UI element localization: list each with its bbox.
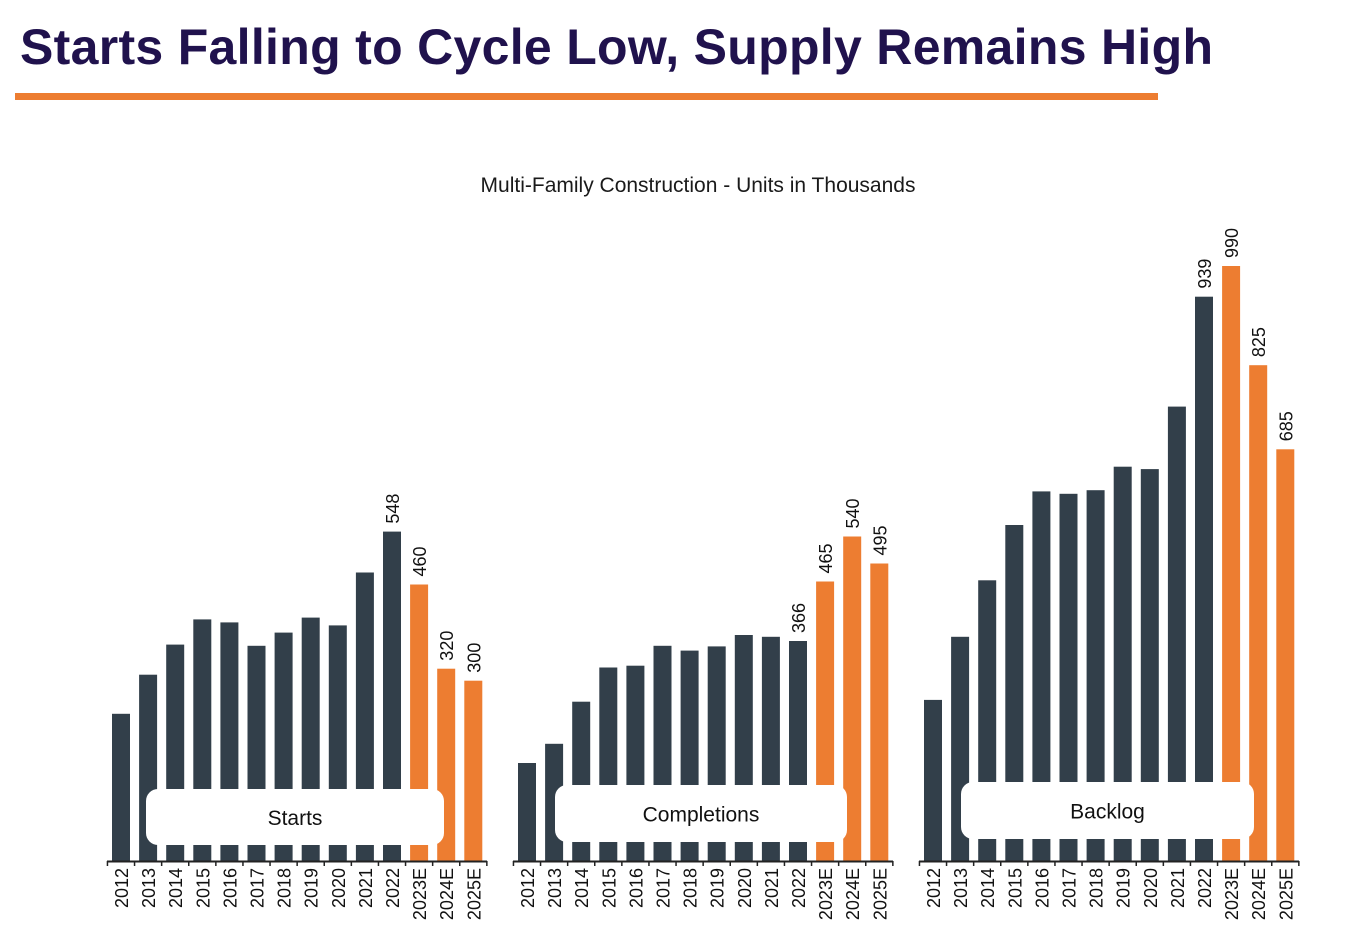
x-tick-label: 2024E bbox=[437, 868, 457, 920]
data-label: 548 bbox=[383, 494, 403, 524]
series-group-starts: 548 460 320 300 2012 2013 2014 2015 2016 2017 2018… bbox=[106, 494, 488, 920]
x-tick-label: 2016 bbox=[626, 868, 646, 908]
group-label: Completions bbox=[643, 804, 760, 827]
bar bbox=[870, 563, 889, 861]
bar bbox=[924, 699, 942, 861]
data-label: 465 bbox=[816, 543, 836, 573]
data-label: 300 bbox=[464, 643, 484, 673]
x-tick-label: 2017 bbox=[248, 868, 268, 908]
series-group-completions: 366 465 540 495 2012 2013 2014 2015 2016 2017 2018… bbox=[512, 498, 894, 920]
x-tick-label: 2025E bbox=[870, 868, 890, 920]
x-tick-label: 2023E bbox=[410, 868, 430, 920]
x-tick-label: 2024E bbox=[843, 868, 863, 920]
series-group-backlog: 939 990 825 685 2012 2013 2014 2015 2016 2017 2018… bbox=[918, 228, 1300, 920]
data-label: 495 bbox=[870, 525, 890, 555]
x-tick-label: 2012 bbox=[112, 868, 132, 908]
bar bbox=[1276, 449, 1295, 861]
bar bbox=[1167, 406, 1186, 861]
page-title: Starts Falling to Cycle Low, Supply Rema… bbox=[20, 19, 1214, 75]
x-tick-label: 2020 bbox=[1141, 868, 1161, 908]
x-tick-label: 2016 bbox=[220, 868, 240, 908]
bar bbox=[1249, 365, 1268, 861]
title-underline bbox=[15, 93, 1158, 100]
data-label: 990 bbox=[1222, 228, 1242, 258]
x-tick-label: 2021 bbox=[356, 868, 376, 908]
x-tick-label: 2022 bbox=[383, 868, 403, 908]
x-tick-label: 2013 bbox=[545, 868, 565, 908]
x-tick-label: 2017 bbox=[654, 868, 674, 908]
data-label: 540 bbox=[843, 498, 863, 528]
x-tick-label: 2025E bbox=[464, 868, 484, 920]
x-tick-label: 2021 bbox=[762, 868, 782, 908]
group-label: Backlog bbox=[1070, 801, 1145, 824]
x-tick-label: 2025E bbox=[1276, 868, 1296, 920]
chart-title: Multi-Family Construction - Units in Tho… bbox=[480, 174, 916, 197]
x-tick-label: 2022 bbox=[789, 868, 809, 908]
bar bbox=[112, 713, 130, 861]
data-label: 685 bbox=[1276, 411, 1296, 441]
bar bbox=[383, 531, 401, 861]
x-tick-label: 2012 bbox=[924, 868, 944, 908]
bar bbox=[843, 536, 862, 861]
bar bbox=[1222, 266, 1241, 861]
group-label: Starts bbox=[268, 807, 323, 830]
x-tick-label: 2020 bbox=[735, 868, 755, 908]
x-tick-label: 2015 bbox=[599, 868, 619, 908]
data-label: 460 bbox=[410, 546, 430, 576]
x-tick-label: 2018 bbox=[275, 868, 295, 908]
bar bbox=[1140, 469, 1159, 861]
bar bbox=[1005, 525, 1024, 861]
group-label-box bbox=[961, 782, 1254, 839]
x-tick-label: 2014 bbox=[572, 868, 592, 908]
x-tick-label: 2019 bbox=[708, 868, 728, 908]
x-tick-label: 2013 bbox=[951, 868, 971, 908]
bar bbox=[1113, 466, 1132, 861]
data-label: 320 bbox=[437, 631, 457, 661]
x-tick-label: 2017 bbox=[1060, 868, 1080, 908]
x-tick-label: 2023E bbox=[816, 868, 836, 920]
bar bbox=[1032, 491, 1051, 861]
x-tick-label: 2014 bbox=[978, 868, 998, 908]
bar bbox=[518, 763, 536, 861]
x-tick-label: 2015 bbox=[193, 868, 213, 908]
x-tick-label: 2023E bbox=[1222, 868, 1242, 920]
x-tick-label: 2018 bbox=[1087, 868, 1107, 908]
group-label-box bbox=[555, 785, 847, 842]
data-label: 939 bbox=[1195, 259, 1215, 289]
x-tick-label: 2014 bbox=[166, 868, 186, 908]
x-tick-label: 2018 bbox=[681, 868, 701, 908]
x-tick-label: 2022 bbox=[1195, 868, 1215, 908]
x-tick-label: 2024E bbox=[1249, 868, 1269, 920]
x-tick-label: 2020 bbox=[329, 868, 349, 908]
x-tick-label: 2012 bbox=[518, 868, 538, 908]
x-tick-label: 2019 bbox=[302, 868, 322, 908]
bar bbox=[464, 680, 483, 861]
x-tick-label: 2019 bbox=[1114, 868, 1134, 908]
bar bbox=[355, 572, 374, 861]
group-label-box bbox=[146, 789, 444, 845]
x-tick-label: 2021 bbox=[1168, 868, 1188, 908]
bar bbox=[1059, 493, 1078, 861]
bar bbox=[1086, 490, 1105, 861]
x-tick-label: 2015 bbox=[1005, 868, 1025, 908]
bar bbox=[1195, 296, 1213, 861]
data-label: 825 bbox=[1249, 327, 1269, 357]
data-label: 366 bbox=[789, 603, 809, 633]
x-tick-label: 2013 bbox=[139, 868, 159, 908]
x-tick-label: 2016 bbox=[1032, 868, 1052, 908]
